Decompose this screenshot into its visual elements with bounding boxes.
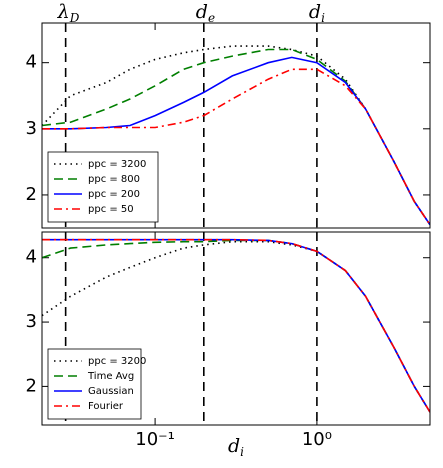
plot-frame	[41, 231, 431, 426]
x-axis-label: di	[228, 435, 244, 459]
label-main: d	[196, 1, 208, 23]
v-line-label: λD	[57, 1, 80, 25]
label-sub: D	[69, 11, 80, 25]
x-tick-label: 10⁰	[302, 429, 332, 450]
series-line	[42, 238, 430, 413]
series-line	[42, 68, 430, 226]
plot-frame	[41, 22, 431, 229]
x-tick-label: 10⁻¹	[135, 429, 175, 450]
label-sub: i	[321, 11, 325, 25]
y-tick-label: 3	[26, 311, 37, 332]
label-main: d	[228, 435, 240, 457]
legend-label: Time Avg	[87, 371, 134, 382]
v-line-label: di	[309, 1, 325, 25]
plot-lines	[42, 238, 430, 413]
legend-label: ppc = 3200	[88, 159, 146, 170]
legend-label: ppc = 3200	[88, 356, 146, 367]
legend-box	[47, 348, 142, 420]
y-tick-label: 4	[26, 247, 37, 268]
label-main: d	[309, 1, 321, 23]
plot-lines	[42, 45, 430, 226]
label-main: λ	[57, 1, 70, 23]
label-sub: e	[208, 11, 215, 25]
label-sub: i	[240, 445, 244, 459]
legend-label: ppc = 800	[88, 174, 140, 185]
y-tick-label: 3	[26, 118, 37, 139]
legend-label: Gaussian	[88, 386, 134, 397]
y-tick-label: 2	[26, 375, 37, 396]
v-line-label: de	[196, 1, 215, 25]
y-tick-label: 4	[26, 52, 37, 73]
legend-label: Fourier	[88, 401, 124, 412]
y-tick-label: 2	[26, 184, 37, 205]
legend-label: ppc = 50	[88, 204, 134, 215]
legend-label: ppc = 200	[88, 189, 140, 200]
